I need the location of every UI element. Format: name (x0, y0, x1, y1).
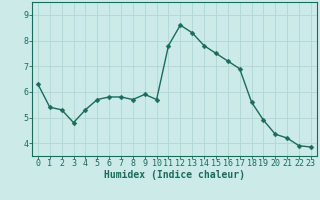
X-axis label: Humidex (Indice chaleur): Humidex (Indice chaleur) (104, 170, 245, 180)
